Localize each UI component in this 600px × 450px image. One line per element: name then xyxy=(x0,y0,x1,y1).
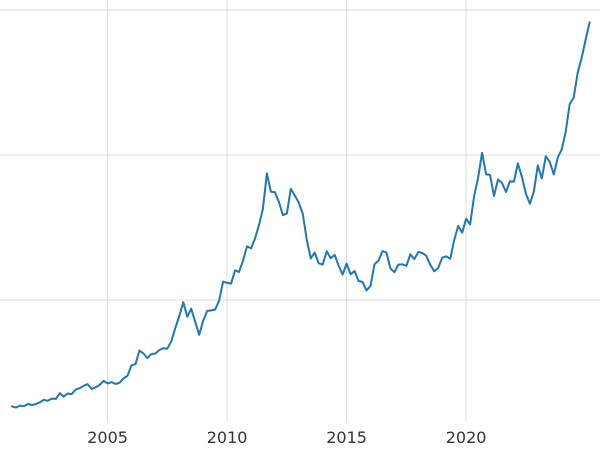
x-axis: 2005 2010 2015 2020 xyxy=(87,428,486,447)
gridlines xyxy=(0,0,600,422)
x-axis-tick-label: 2010 xyxy=(207,428,248,447)
x-axis-tick-label: 2020 xyxy=(446,428,487,447)
x-axis-tick-label: 2005 xyxy=(87,428,128,447)
x-axis-tick-label: 2015 xyxy=(326,428,367,447)
price-line xyxy=(11,21,591,409)
